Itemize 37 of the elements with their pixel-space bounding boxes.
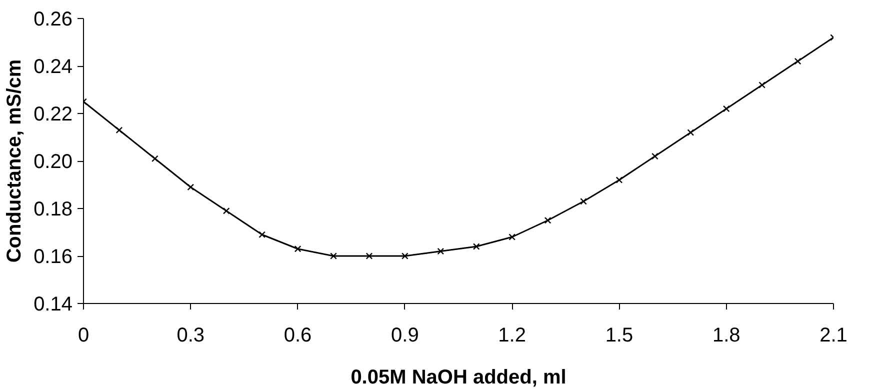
y-tick-label: 0.24 <box>34 56 73 78</box>
point <box>758 82 766 88</box>
x-tick-label: 1.5 <box>605 324 634 346</box>
point <box>544 216 552 224</box>
point <box>616 176 623 184</box>
point <box>116 126 123 134</box>
point <box>402 252 408 260</box>
x-tick-label: 1.2 <box>498 324 526 346</box>
x-tick-label: 2.1 <box>820 324 848 346</box>
point <box>687 129 694 136</box>
y-tick-label: 0.16 <box>34 246 73 268</box>
x-tick-label: 0.3 <box>176 324 205 346</box>
y-axis-title: Conductance, mS/cm <box>4 59 26 263</box>
point <box>472 243 480 250</box>
y-tick-label: 0.26 <box>34 8 73 30</box>
point <box>187 184 194 191</box>
point <box>330 252 337 260</box>
x-tick-label: 0 <box>78 324 90 346</box>
y-tick-label: 0.20 <box>34 151 73 173</box>
x-tick-label: 1.8 <box>712 324 740 346</box>
point <box>580 198 587 205</box>
point <box>437 248 444 255</box>
y-tick-label: 0.14 <box>34 294 73 316</box>
point <box>652 152 658 160</box>
x-tick-label: 0.6 <box>284 324 312 346</box>
y-tick-label: 0.18 <box>34 198 73 220</box>
point <box>366 252 373 260</box>
x-axis-title: 0.05M NaOH added, ml <box>350 366 566 388</box>
point <box>722 105 730 112</box>
point <box>508 234 516 240</box>
point <box>258 231 266 238</box>
x-tick-label: 0.9 <box>391 324 419 346</box>
point <box>152 155 158 162</box>
point <box>294 245 302 252</box>
point <box>794 58 802 65</box>
point <box>222 207 230 214</box>
y-tick-label: 0.22 <box>34 104 73 126</box>
